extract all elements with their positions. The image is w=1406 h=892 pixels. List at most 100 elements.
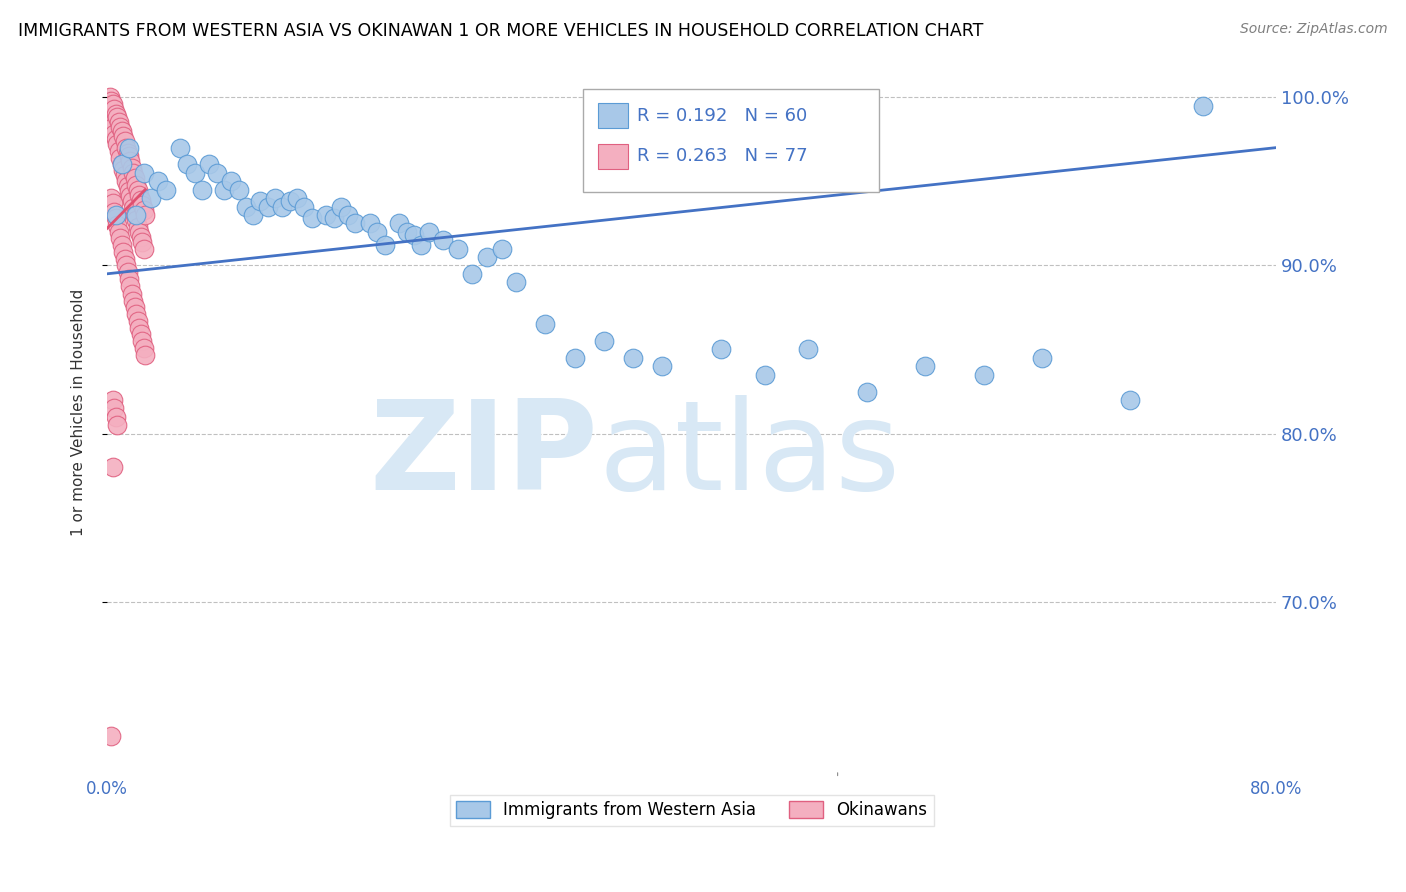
Point bbox=[856, 384, 879, 399]
Point bbox=[651, 359, 673, 374]
Point bbox=[128, 187, 150, 202]
Point bbox=[148, 174, 170, 188]
Point bbox=[447, 242, 470, 256]
Point bbox=[117, 265, 139, 279]
Point bbox=[98, 90, 121, 104]
Point bbox=[235, 200, 257, 214]
Point bbox=[973, 368, 995, 382]
Point bbox=[121, 287, 143, 301]
Point bbox=[104, 409, 127, 424]
Point bbox=[264, 191, 287, 205]
Point bbox=[105, 418, 128, 433]
Point bbox=[125, 178, 148, 192]
Point bbox=[115, 141, 138, 155]
Point bbox=[112, 128, 135, 143]
Point bbox=[169, 141, 191, 155]
Point bbox=[101, 196, 124, 211]
Point bbox=[475, 250, 498, 264]
Point bbox=[114, 168, 136, 182]
Point bbox=[128, 225, 150, 239]
Point bbox=[129, 229, 152, 244]
Y-axis label: 1 or more Vehicles in Household: 1 or more Vehicles in Household bbox=[72, 289, 86, 536]
Point bbox=[124, 208, 146, 222]
Text: ZIP: ZIP bbox=[370, 395, 598, 516]
Point bbox=[103, 102, 125, 116]
Point bbox=[115, 174, 138, 188]
Point bbox=[117, 179, 139, 194]
Point bbox=[564, 351, 586, 365]
Point bbox=[797, 343, 820, 357]
Point bbox=[176, 157, 198, 171]
Point bbox=[219, 174, 242, 188]
Point bbox=[114, 134, 136, 148]
Point bbox=[388, 216, 411, 230]
Point bbox=[104, 208, 127, 222]
Point bbox=[114, 252, 136, 266]
Point bbox=[129, 193, 152, 207]
Point bbox=[101, 392, 124, 407]
Point bbox=[592, 334, 614, 348]
Point bbox=[754, 368, 776, 382]
Point bbox=[710, 343, 733, 357]
Point bbox=[104, 107, 127, 121]
Point bbox=[322, 211, 344, 226]
Point bbox=[122, 201, 145, 215]
Point bbox=[1119, 392, 1142, 407]
Point bbox=[129, 327, 152, 342]
Point bbox=[285, 191, 308, 205]
Point bbox=[120, 278, 142, 293]
Point bbox=[249, 194, 271, 209]
Point bbox=[132, 166, 155, 180]
Point bbox=[118, 149, 141, 163]
Point bbox=[329, 200, 352, 214]
Point bbox=[118, 141, 141, 155]
Point bbox=[418, 225, 440, 239]
Point bbox=[366, 225, 388, 239]
Point bbox=[491, 242, 513, 256]
Point bbox=[122, 293, 145, 308]
Point bbox=[104, 132, 127, 146]
Point bbox=[101, 120, 124, 135]
Point bbox=[242, 208, 264, 222]
Point bbox=[112, 244, 135, 259]
Point bbox=[107, 144, 129, 158]
Point bbox=[121, 161, 143, 175]
Point bbox=[110, 231, 132, 245]
Point bbox=[127, 183, 149, 197]
Point bbox=[122, 166, 145, 180]
Point bbox=[120, 189, 142, 203]
Point bbox=[505, 275, 527, 289]
Point bbox=[132, 341, 155, 355]
Point bbox=[111, 238, 134, 252]
Point bbox=[121, 194, 143, 209]
Point bbox=[278, 194, 301, 209]
Point bbox=[402, 228, 425, 243]
Point bbox=[432, 233, 454, 247]
Point bbox=[155, 183, 177, 197]
Point bbox=[191, 183, 214, 197]
Point bbox=[914, 359, 936, 374]
Point bbox=[105, 137, 128, 152]
Point bbox=[115, 259, 138, 273]
Point bbox=[337, 208, 360, 222]
Point bbox=[100, 730, 122, 744]
Point bbox=[131, 334, 153, 348]
Text: atlas: atlas bbox=[598, 395, 900, 516]
Legend: Immigrants from Western Asia, Okinawans: Immigrants from Western Asia, Okinawans bbox=[450, 795, 934, 826]
Point bbox=[134, 208, 156, 222]
Point bbox=[359, 216, 381, 230]
Point bbox=[125, 208, 148, 222]
Text: R = 0.192   N = 60: R = 0.192 N = 60 bbox=[637, 107, 807, 125]
Point bbox=[344, 216, 367, 230]
Point bbox=[131, 198, 153, 212]
Point bbox=[128, 320, 150, 334]
Point bbox=[101, 97, 124, 112]
Point bbox=[1192, 98, 1215, 112]
Point bbox=[127, 219, 149, 234]
Point bbox=[118, 272, 141, 286]
Text: R = 0.263   N = 77: R = 0.263 N = 77 bbox=[637, 147, 807, 165]
Point bbox=[125, 213, 148, 227]
Point bbox=[228, 183, 250, 197]
Point bbox=[105, 218, 128, 232]
Point bbox=[134, 347, 156, 361]
